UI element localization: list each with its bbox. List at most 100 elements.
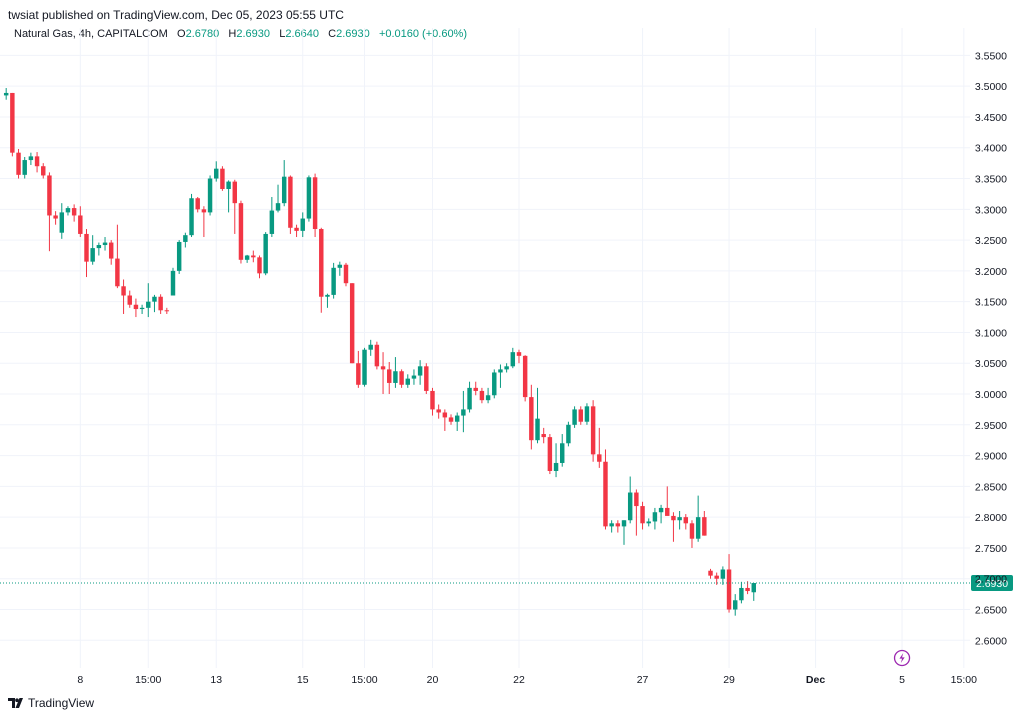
candle-body [603, 461, 608, 527]
candle-body [640, 506, 645, 524]
low-label: L [279, 28, 286, 40]
candle-body [597, 454, 602, 462]
candle-body [139, 307, 145, 310]
chart-overlay: 2.6930 [0, 575, 1013, 667]
candle-body [356, 363, 361, 385]
candle-body [368, 344, 373, 350]
candle-body [115, 258, 120, 287]
candle-body [343, 264, 349, 284]
candle-body [28, 156, 34, 161]
open-value: 2.6780 [185, 28, 220, 40]
close-value: 2.6930 [336, 28, 370, 40]
symbol-legend: Natural Gas, 4h, CAPITALCOM O2.6780 H2.6… [14, 28, 467, 40]
candle-body [257, 257, 262, 274]
candle-body [492, 372, 497, 396]
candle-body [726, 569, 732, 610]
candle-body [467, 387, 472, 410]
change-value: +0.0160 (+0.60%) [378, 28, 468, 40]
x-tick-label: 13 [210, 674, 222, 686]
candle-body [560, 443, 565, 463]
y-tick-label: 3.3500 [975, 174, 1007, 186]
candle-body [504, 366, 509, 370]
candle-body [158, 296, 163, 311]
candle-body [739, 587, 744, 601]
candle-body [183, 235, 188, 242]
candle-body [3, 92, 9, 96]
y-tick-label: 2.6500 [975, 605, 1007, 617]
candle-body [417, 366, 423, 376]
candle-body [541, 434, 546, 438]
candle-body [652, 512, 658, 522]
candle-body [689, 523, 695, 539]
candle-body [53, 215, 58, 219]
candle-body [325, 294, 330, 297]
candle-body [294, 227, 299, 231]
candle-body [78, 215, 83, 234]
candle-body [553, 462, 559, 471]
y-tick-label: 3.0500 [975, 358, 1007, 370]
candle-body [609, 523, 614, 527]
candle-body [646, 521, 651, 524]
candle-body [615, 523, 621, 527]
candle-body [745, 587, 750, 592]
candle-body [677, 517, 682, 521]
x-tick-label: 8 [77, 674, 83, 686]
last-price-label: 2.6930 [976, 578, 1008, 590]
candle-body [288, 176, 293, 228]
candle-body [380, 366, 386, 370]
candle-body [702, 517, 707, 536]
y-tick-label: 2.9500 [975, 420, 1007, 432]
candle-body [312, 177, 318, 230]
candle-body [461, 409, 466, 416]
candle-body [306, 177, 312, 219]
candle-body [714, 575, 719, 579]
y-tick-label: 3.5500 [975, 50, 1007, 62]
candle-body [16, 152, 21, 175]
x-tick-label: 27 [637, 674, 649, 686]
candle-body [337, 264, 343, 268]
candle-body [572, 409, 577, 425]
candle-body [751, 583, 756, 593]
candle-body [127, 295, 132, 305]
candle-body [436, 409, 441, 413]
candle-body [226, 181, 231, 189]
candle-body [387, 369, 392, 383]
candle-body [405, 378, 410, 385]
candle-body [263, 233, 268, 274]
lightning-icon[interactable] [893, 649, 911, 667]
candle-body [176, 241, 182, 271]
y-tick-label: 3.4000 [975, 143, 1007, 155]
candle-body [269, 210, 275, 234]
candle-body [238, 203, 244, 260]
candle-body [34, 156, 40, 167]
candle-body [146, 301, 151, 308]
y-tick-label: 2.8000 [975, 512, 1007, 524]
price-axis: 3.5500 3.5000 3.4500 3.4000 3.3500 3.3000 3.25… [975, 50, 1007, 647]
candle-body [473, 387, 478, 391]
symbol-label[interactable]: Natural Gas, 4h, CAPITALCOM [14, 28, 168, 40]
candle-body [498, 369, 503, 373]
y-tick-label: 3.3000 [975, 204, 1007, 216]
candle-body [164, 310, 170, 312]
candle-body [300, 218, 305, 231]
candle-body [319, 229, 324, 297]
candle-body [621, 520, 627, 527]
candle-body [399, 371, 404, 385]
candle-body [522, 355, 528, 398]
x-tick-label: Dec [806, 674, 825, 686]
candle-body [220, 168, 225, 189]
candle-body [430, 390, 435, 410]
candle-body [189, 198, 194, 236]
candle-body [22, 160, 27, 175]
candle-body [207, 178, 213, 213]
candle-body [547, 437, 553, 471]
candle-body [108, 242, 114, 259]
y-tick-label: 2.9000 [975, 451, 1007, 463]
candle-body [708, 570, 713, 576]
candle-body [152, 296, 157, 302]
candle-body [133, 304, 139, 310]
candle-body [516, 352, 522, 356]
candle-body [41, 166, 46, 176]
candle-body [658, 507, 664, 513]
